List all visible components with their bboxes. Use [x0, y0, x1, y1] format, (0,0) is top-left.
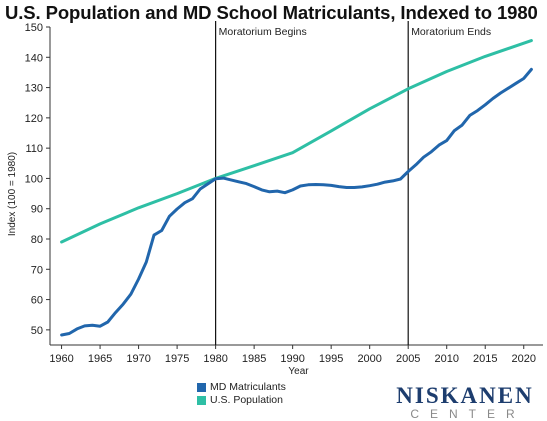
- annotation-label: Moratorium Ends: [411, 26, 491, 38]
- x-tick-label: 1980: [203, 353, 227, 365]
- chart-legend: MD Matriculants U.S. Population: [197, 381, 286, 407]
- x-tick-label: 2015: [473, 353, 497, 365]
- x-tick-label: 1960: [49, 353, 73, 365]
- legend-item-us-population[interactable]: U.S. Population: [197, 394, 286, 407]
- logo-subtitle: CENTER: [410, 407, 526, 421]
- x-tick-label: 1995: [319, 353, 343, 365]
- x-tick-label: 1985: [242, 353, 266, 365]
- x-tick-label: 1990: [280, 353, 304, 365]
- y-tick-label: 110: [25, 143, 43, 155]
- niskanen-center-logo: NISKANEN CENTER: [395, 384, 535, 421]
- x-axis-title: Year: [288, 366, 309, 377]
- logo-wordmark: NISKANEN: [396, 383, 534, 408]
- series-line-md-matriculants: [60, 67, 533, 337]
- x-tick-label: 2010: [434, 353, 458, 365]
- x-tick-label: 1965: [88, 353, 112, 365]
- y-tick-label: 60: [31, 295, 43, 307]
- legend-item-md-matriculants[interactable]: MD Matriculants: [197, 381, 286, 394]
- y-tick-label: 140: [25, 52, 43, 64]
- legend-label-us-population: U.S. Population: [210, 394, 283, 406]
- y-tick-label: 50: [31, 325, 43, 337]
- y-tick-label: 80: [31, 234, 43, 246]
- y-tick-label: 150: [25, 22, 43, 34]
- x-tick-label: 1975: [165, 353, 189, 365]
- x-tick-label: 1970: [126, 353, 150, 365]
- x-tick-label: 2005: [396, 353, 420, 365]
- series-line-us-population: [60, 39, 533, 244]
- y-axis-title: Index (100 = 1980): [7, 152, 18, 236]
- y-tick-label: 70: [31, 264, 43, 276]
- y-tick-label: 130: [25, 83, 43, 95]
- legend-label-md-matriculants: MD Matriculants: [210, 381, 286, 393]
- y-tick-label: 120: [25, 113, 43, 125]
- y-tick-label: 100: [25, 173, 43, 185]
- x-tick-label: 2000: [357, 353, 381, 365]
- chart-title: U.S. Population and MD School Matriculan…: [5, 2, 538, 23]
- legend-swatch-md-matriculants: [197, 383, 206, 392]
- legend-swatch-us-population: [197, 396, 206, 405]
- annotation-label: Moratorium Begins: [219, 26, 307, 38]
- y-tick-label: 90: [31, 204, 43, 216]
- x-tick-label: 2020: [512, 353, 536, 365]
